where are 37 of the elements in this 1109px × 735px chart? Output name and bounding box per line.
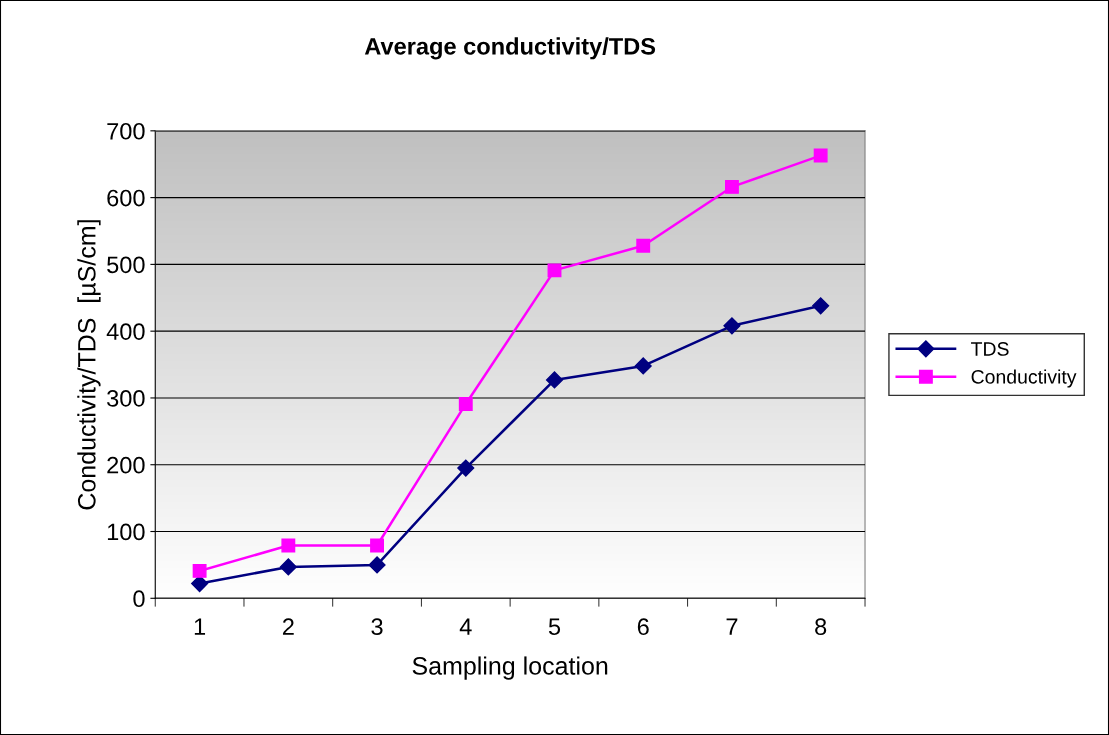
point [281, 538, 296, 553]
chart-title: Average conductivity/TDS [364, 37, 656, 60]
x-tick-label: 4 [459, 618, 472, 635]
x-tick-label: 5 [548, 618, 561, 636]
point [547, 263, 562, 278]
legend-label: TDS [971, 342, 1009, 356]
y-tick-label: 300 [107, 390, 145, 407]
point [191, 575, 209, 593]
y-tick-label: 600 [107, 189, 145, 207]
y-tick-label: 0 [133, 590, 145, 608]
point [368, 556, 386, 574]
point [457, 459, 475, 477]
y-tick-label: 500 [107, 256, 145, 274]
x-tick-label: 8 [815, 618, 827, 636]
x-tick-label: 7 [726, 618, 738, 635]
point [545, 371, 564, 389]
y-axis-title: Conductivity/TDS [µS/cm] [77, 220, 101, 510]
point [813, 148, 828, 163]
point [370, 538, 385, 553]
x-tick-label: 6 [637, 618, 649, 636]
point [723, 317, 741, 335]
point [279, 558, 297, 576]
x-tick-label: 3 [371, 618, 383, 636]
legend-label: Conductivity [971, 369, 1077, 388]
point [458, 397, 473, 411]
point [192, 563, 207, 578]
x-tick-label: 2 [282, 618, 294, 635]
y-tick-label: 700 [107, 122, 145, 140]
y-tick-label: 100 [107, 523, 145, 541]
point [724, 179, 739, 194]
y-tick-label: 400 [106, 323, 145, 340]
point [634, 357, 652, 375]
y-tick-label: 200 [107, 456, 145, 474]
point [636, 238, 651, 253]
x-tick-label: 1 [194, 618, 206, 635]
x-axis-title: Sampling location [412, 656, 608, 680]
point [812, 297, 830, 315]
